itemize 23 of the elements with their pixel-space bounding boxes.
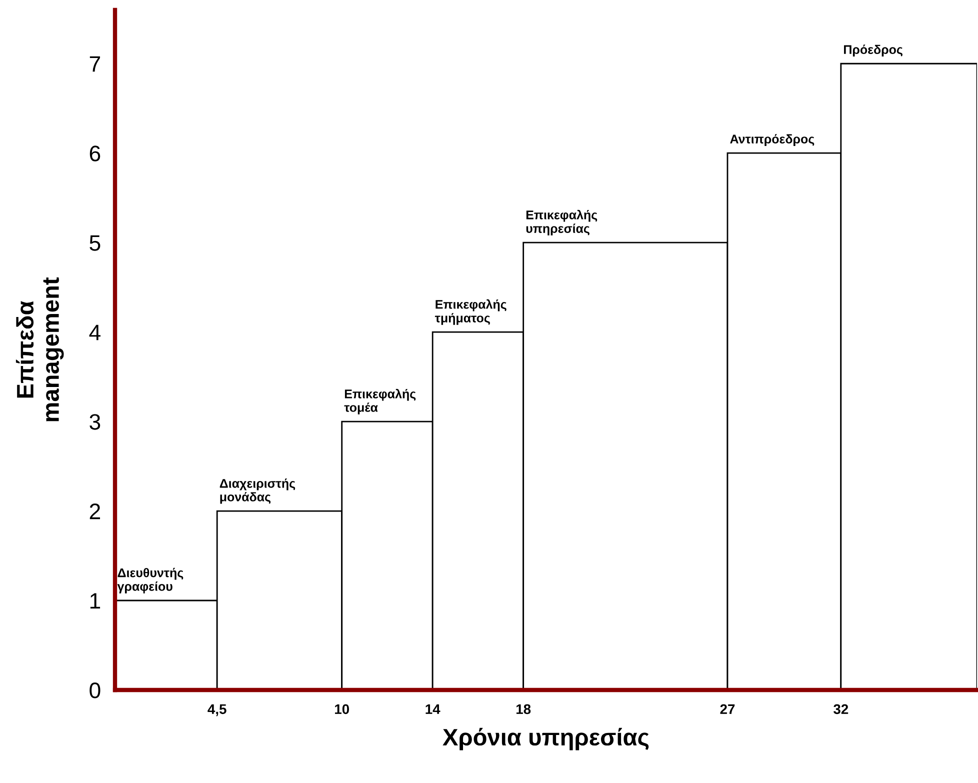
data-label: Διευθυντής γραφείου bbox=[117, 568, 184, 594]
x-tick-label: 27 bbox=[720, 704, 735, 714]
x-axis-title: Χρόνια υπηρεσίας bbox=[442, 728, 649, 750]
data-label: Πρόεδρος bbox=[844, 44, 902, 56]
y-tick-label: 7 bbox=[90, 56, 100, 72]
x-tick-label: 4,5 bbox=[208, 704, 226, 716]
x-tick-label: 18 bbox=[516, 704, 531, 714]
y-tick-label: 6 bbox=[90, 146, 100, 162]
y-tick-label: 0 bbox=[90, 682, 100, 698]
x-tick-label: 32 bbox=[834, 704, 848, 714]
y-tick-label: 5 bbox=[90, 235, 100, 251]
data-label: Επικεφαλής υπηρεσίας bbox=[526, 210, 598, 236]
data-label: Αντιπρόεδρος bbox=[730, 134, 814, 146]
y-axis-title: Επίπεδα management bbox=[16, 277, 64, 422]
y-tick-label: 1 bbox=[90, 593, 100, 609]
x-tick-label: 14 bbox=[426, 704, 440, 714]
data-label: Επικεφαλής τμήματος bbox=[434, 299, 506, 325]
data-label: Επικεφαλής τομέα bbox=[344, 388, 416, 414]
y-tick-label: 2 bbox=[90, 504, 100, 520]
y-tick-label: 3 bbox=[90, 414, 100, 430]
data-label: Διαχειριστής μονάδας bbox=[220, 478, 296, 504]
y-tick-label: 4 bbox=[89, 324, 100, 340]
x-tick-label: 10 bbox=[335, 704, 350, 714]
